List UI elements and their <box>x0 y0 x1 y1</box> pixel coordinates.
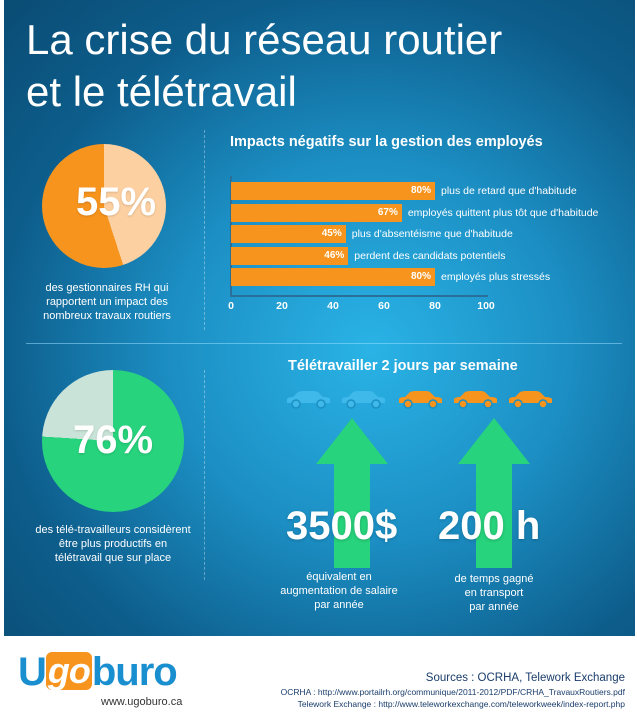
page-title: La crise du réseau routier et le télétra… <box>26 14 586 118</box>
pie-chart-teleworkers <box>42 370 184 512</box>
pie-percent-teleworkers: 76% <box>72 418 154 462</box>
title-line-1: La crise du réseau routier <box>26 16 503 63</box>
infographic-panel: La crise du réseau routier et le télétra… <box>4 0 635 636</box>
footer: Ugoburo www.ugoburo.ca Sources : OCRHA, … <box>0 636 637 718</box>
bar: 80% <box>231 268 435 286</box>
up-arrow-icon <box>458 418 530 568</box>
caption-line: des gestionnaires RH qui <box>45 282 169 294</box>
caption-line: équivalent en <box>306 571 372 583</box>
x-tick-label: 60 <box>378 300 390 312</box>
car-orange-icon <box>509 391 552 409</box>
up-arrow-icon <box>316 418 388 568</box>
bar: 80% <box>231 182 435 200</box>
x-tick-label: 0 <box>228 300 234 312</box>
pie-chart-hr-managers <box>42 144 166 268</box>
time-stat-caption: de temps gagné en transport par année <box>429 572 559 614</box>
vertical-divider <box>204 130 205 330</box>
chart-x-axis <box>230 295 488 297</box>
bar-label: perdent des candidats potentiels <box>354 249 506 262</box>
x-tick-label: 80 <box>429 300 441 312</box>
car-orange-icon <box>454 391 497 409</box>
logo-go: go <box>45 650 92 691</box>
caption-line: en transport <box>464 587 524 599</box>
caption-line: par année <box>314 599 364 611</box>
bar-label: employés plus stressés <box>441 271 551 283</box>
caption-line: être plus productifs en <box>58 538 168 550</box>
horizontal-divider <box>26 343 622 344</box>
bar-label: employés quittent plus tôt que d'habitud… <box>407 206 599 219</box>
logo-u: U <box>18 650 47 694</box>
time-stat-value: 200 h <box>438 504 541 548</box>
bar-chart-title: Impacts négatifs sur la gestion des empl… <box>230 134 543 150</box>
bar: 46% <box>231 246 349 265</box>
caption-line: télétravail que sur place <box>54 552 172 564</box>
caption-line: des télé-travailleurs considèrent <box>35 524 191 536</box>
caption-line: nombreux travaux routiers <box>43 310 171 322</box>
pie-caption-hr-managers: des gestionnaires RH qui rapportent un i… <box>22 281 192 323</box>
source-link-ocrha[interactable]: OCRHA : http://www.portailrh.org/communi… <box>280 687 625 697</box>
caption-line: de temps gagné <box>454 573 534 585</box>
pie-caption-teleworkers: des télé-travailleurs considèrent être p… <box>18 523 208 565</box>
vertical-divider <box>204 370 205 580</box>
x-tick-label: 40 <box>327 300 339 312</box>
title-line-2: et le télétravail <box>26 68 297 115</box>
car-orange-icon <box>399 391 442 409</box>
source-link-telework[interactable]: Telework Exchange : http://www.teleworke… <box>297 699 625 709</box>
salary-stat-value: 3500$ <box>286 504 398 548</box>
caption-line: rapportent un impact des <box>46 296 168 308</box>
logo-buro: buro <box>91 650 178 694</box>
x-tick-label: 100 <box>477 300 495 312</box>
bar: 45% <box>231 225 346 243</box>
car-blue-icon <box>342 391 385 409</box>
bar-label: plus d'absentéisme que d'habitude <box>351 228 513 240</box>
website-link[interactable]: www.ugoburo.ca <box>101 696 183 708</box>
x-tick-label: 20 <box>276 300 288 312</box>
telework-title: Télétravailler 2 jours par semaine <box>288 358 518 374</box>
bar-label: plus de retard que d'habitude <box>441 185 577 197</box>
caption-line: augmentation de salaire <box>280 585 398 597</box>
bar: 67% <box>231 203 402 222</box>
bar-chart: 80% plus de retard que d'habitude 67% emplo… <box>228 176 630 316</box>
pie-percent-hr-managers: 55% <box>75 180 157 224</box>
caption-line: par année <box>469 601 519 613</box>
sources-title: Sources : OCRHA, Telework Exchange <box>425 672 625 684</box>
ugoburo-logo[interactable]: Ugoburo <box>18 650 178 694</box>
car-blue-icon <box>287 391 330 409</box>
salary-stat-caption: équivalent en augmentation de salaire pa… <box>274 570 404 612</box>
